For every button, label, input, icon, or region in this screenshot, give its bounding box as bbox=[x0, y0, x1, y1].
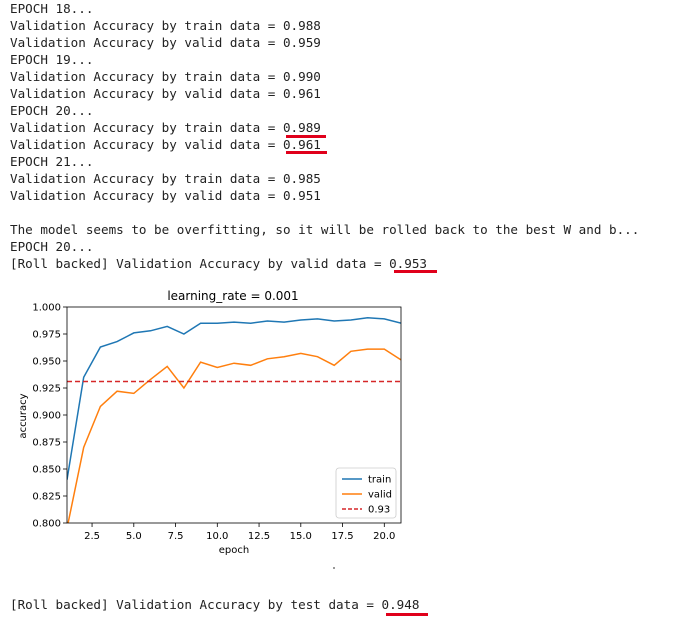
y-axis-label: accuracy bbox=[18, 393, 29, 438]
stray-dot bbox=[333, 567, 335, 569]
log-line: The model seems to be overfitting, so it… bbox=[10, 222, 640, 237]
log-line bbox=[10, 204, 639, 221]
x-tick-label: 10.0 bbox=[206, 531, 228, 542]
x-axis-label: epoch bbox=[219, 545, 249, 556]
log-line: Validation Accuracy by valid data = 0.95… bbox=[10, 188, 321, 203]
highlight-underline bbox=[386, 613, 428, 616]
chart-title: learning_rate = 0.001 bbox=[167, 289, 298, 303]
x-tick-label: 20.0 bbox=[373, 531, 395, 542]
log-line: EPOCH 20... bbox=[10, 103, 94, 118]
highlight-underline bbox=[286, 151, 327, 154]
y-tick-label: 0.825 bbox=[32, 492, 61, 503]
log-line: Validation Accuracy by valid data = 0.96… bbox=[10, 137, 321, 152]
log-line: Validation Accuracy by train data = 0.98… bbox=[10, 18, 321, 33]
y-tick-label: 0.925 bbox=[32, 384, 61, 395]
accuracy-chart: learning_rate = 0.001 accuracy epoch 2.5… bbox=[18, 289, 402, 556]
log-line: Validation Accuracy by train data = 0.99… bbox=[10, 69, 321, 84]
legend-label-0.93: 0.93 bbox=[368, 505, 390, 516]
highlight-underline bbox=[394, 270, 437, 273]
log-line: Validation Accuracy by train data = 0.98… bbox=[10, 171, 321, 186]
highlight-underline bbox=[286, 135, 326, 138]
x-tick-label: 5.0 bbox=[126, 531, 142, 542]
y-tick-label: 0.900 bbox=[32, 411, 61, 422]
log-line: Validation Accuracy by train data = 0.98… bbox=[10, 120, 321, 135]
log-line: Validation Accuracy by valid data = 0.95… bbox=[10, 35, 321, 50]
y-tick-label: 0.850 bbox=[32, 465, 61, 476]
x-tick-label: 12.5 bbox=[248, 531, 270, 542]
x-tick-label: 17.5 bbox=[331, 531, 353, 542]
y-tick-label: 0.975 bbox=[32, 330, 61, 341]
y-tick-label: 0.875 bbox=[32, 438, 61, 449]
chart-legend: train valid 0.93 bbox=[335, 467, 397, 519]
x-tick-label: 2.5 bbox=[84, 531, 100, 542]
log-line: Validation Accuracy by valid data = 0.96… bbox=[10, 86, 321, 101]
y-tick-label: 1.000 bbox=[32, 303, 61, 314]
legend-label-train: train bbox=[368, 475, 391, 486]
console-output: EPOCH 18... Validation Accuracy by train … bbox=[10, 0, 639, 272]
legend-box bbox=[335, 467, 397, 519]
final-output: [Roll backed] Validation Accuracy by tes… bbox=[10, 596, 419, 613]
log-line: EPOCH 19... bbox=[10, 52, 94, 67]
log-line: [Roll backed] Validation Accuracy by tes… bbox=[10, 597, 420, 612]
plot-area bbox=[67, 317, 401, 523]
log-line: EPOCH 18... bbox=[10, 1, 94, 16]
series-line-valid bbox=[67, 348, 401, 523]
x-tick-label: 15.0 bbox=[290, 531, 312, 542]
log-line: EPOCH 20... bbox=[10, 239, 94, 254]
series-line-train bbox=[67, 317, 401, 480]
legend-label-valid: valid bbox=[368, 490, 392, 501]
log-line: EPOCH 21... bbox=[10, 154, 94, 169]
log-line: [Roll backed] Validation Accuracy by val… bbox=[10, 256, 428, 271]
y-tick-label: 0.950 bbox=[32, 357, 61, 368]
x-tick-label: 7.5 bbox=[168, 531, 184, 542]
y-tick-label: 0.800 bbox=[32, 519, 61, 530]
